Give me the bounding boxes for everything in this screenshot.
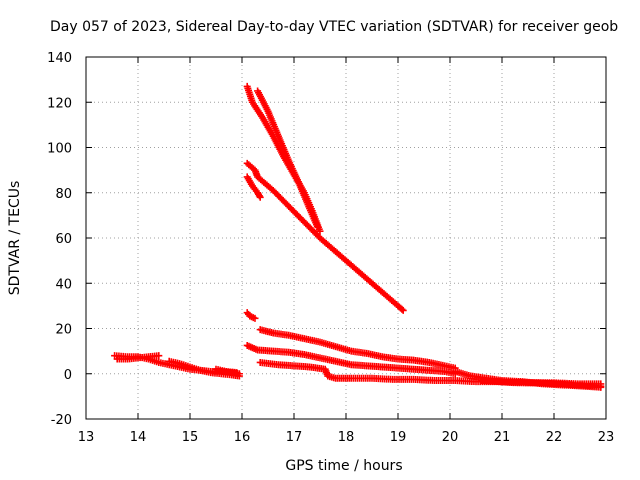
y-tick-label: 120	[47, 96, 72, 111]
chart-title: Day 057 of 2023, Sidereal Day-to-day VTE…	[50, 19, 618, 35]
data-markers	[165, 357, 243, 380]
data-markers	[254, 87, 321, 231]
x-tick-label: 23	[598, 430, 615, 445]
y-tick-label: -20	[51, 413, 72, 428]
data-series-arc-3	[165, 357, 243, 380]
x-tick-label: 13	[78, 430, 95, 445]
data-markers	[212, 365, 241, 377]
data-series-arc-9	[243, 309, 259, 322]
data-series-arc-14	[477, 377, 605, 388]
data-series-arc-6	[254, 87, 321, 231]
data-series-arc-7	[243, 159, 407, 314]
y-tick-label: 60	[55, 232, 72, 247]
data-series-arc-10	[256, 326, 459, 372]
x-tick-label: 20	[442, 430, 459, 445]
y-axis-label: SDTVAR / TECUs	[7, 181, 23, 296]
data-markers	[113, 352, 163, 363]
grid	[86, 57, 606, 419]
x-axis-label: GPS time / hours	[285, 458, 402, 474]
y-tick-label: 80	[55, 187, 72, 202]
y-tick-label: 40	[55, 277, 72, 292]
x-tick-label: 18	[338, 430, 355, 445]
data-markers	[243, 173, 264, 201]
data-series-arc-2	[113, 352, 163, 363]
data-series-arc-11	[243, 341, 459, 378]
data-markers	[256, 326, 459, 372]
x-tick-label: 19	[390, 430, 407, 445]
x-tick-label: 15	[182, 430, 199, 445]
y-tick-label: 140	[47, 51, 72, 66]
y-tick-label: 100	[47, 142, 72, 157]
x-tick-label: 16	[234, 430, 251, 445]
data-markers	[243, 309, 259, 322]
data-markers	[243, 341, 459, 378]
x-tick-label: 17	[286, 430, 303, 445]
y-tick-label: 0	[64, 368, 72, 383]
data-series-arc-4	[212, 365, 241, 377]
data-layer	[111, 82, 605, 391]
x-tick-label: 14	[130, 430, 147, 445]
data-markers	[243, 159, 407, 314]
ticks: 13 14 15 16 17 18 19 20 21 22 23 -20 0 20 40 60 80 100 120…	[47, 51, 614, 445]
data-markers	[477, 377, 605, 388]
x-tick-label: 21	[494, 430, 511, 445]
data-series-arc-8	[243, 173, 264, 201]
y-tick-label: 20	[55, 323, 72, 338]
x-tick-label: 22	[546, 430, 563, 445]
